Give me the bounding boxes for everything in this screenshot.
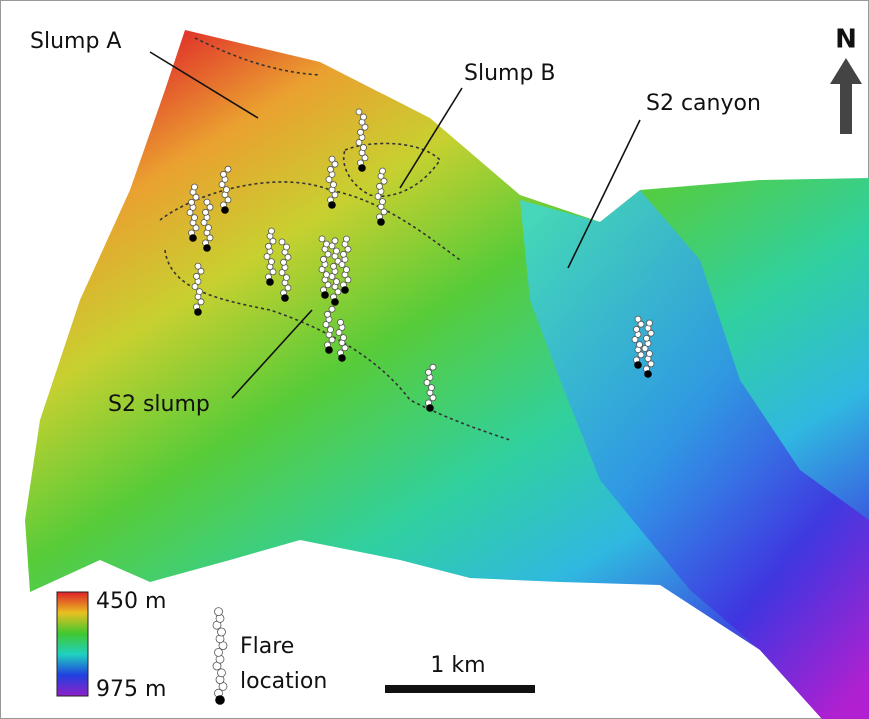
flare-bubble	[281, 259, 287, 265]
north-label: N	[835, 25, 857, 55]
label: S2 slump	[108, 392, 210, 417]
depth-label: 450 m	[96, 589, 166, 614]
flare-bubble	[329, 306, 335, 312]
flare-base	[338, 354, 346, 362]
flare-bubble	[644, 335, 650, 341]
flare-base	[215, 695, 225, 705]
flare-base	[644, 370, 652, 378]
flare-bubble	[195, 263, 201, 269]
label: Slump B	[464, 61, 556, 86]
flare-bubble	[361, 145, 367, 151]
flare-base	[634, 361, 642, 369]
flare-bubble	[203, 209, 209, 215]
flare-bubble	[328, 166, 334, 172]
flare-bubble	[204, 199, 210, 205]
flare-bubble	[192, 184, 198, 190]
flare-bubble	[647, 320, 653, 326]
depth-colorbar	[57, 592, 88, 696]
flare-bubble	[356, 109, 362, 115]
flare-bubble	[341, 335, 347, 341]
flare-bubble	[197, 289, 203, 295]
flare-bubble	[338, 319, 344, 325]
flare-bubble	[377, 183, 383, 189]
flare-bubble	[269, 228, 275, 234]
flare-bubble	[206, 225, 212, 231]
flare-base	[358, 164, 366, 172]
flare-bubble	[221, 171, 227, 177]
flare-bubble	[344, 236, 350, 242]
flare-base	[331, 298, 339, 306]
map: Slump A Slump B S2 canyon S2 slump N 450…	[0, 0, 869, 719]
flare-bubble	[341, 251, 347, 257]
flare-bubble	[266, 243, 272, 249]
flare-bubble	[331, 182, 337, 188]
flare-bubble	[192, 215, 198, 221]
label: Slump A	[30, 29, 121, 54]
flare-base	[221, 206, 229, 214]
flare-bubble	[380, 168, 386, 174]
flare-base	[328, 201, 336, 209]
flare-bubble	[332, 238, 338, 244]
flare-base	[377, 218, 385, 226]
legend-label: location	[240, 669, 327, 694]
flare-bubble	[637, 342, 643, 348]
flare-base	[194, 308, 202, 316]
flare-bubble	[426, 369, 432, 375]
flare-bubble	[224, 187, 230, 193]
flare-bubble	[430, 364, 436, 370]
flare-base	[203, 244, 211, 252]
scale-label: 1 km	[430, 653, 485, 678]
flare-bubble	[324, 241, 330, 247]
depth-label: 975 m	[96, 677, 166, 702]
flare-bubble	[269, 259, 275, 265]
flare-bubble	[429, 385, 435, 391]
flare-bubble	[215, 608, 223, 616]
flare-bubble	[325, 311, 331, 317]
flare-bubble	[319, 236, 325, 242]
flare-bubble	[329, 156, 335, 162]
flare-bubble	[361, 114, 367, 120]
flare-bubble	[647, 351, 653, 357]
flare-bubble	[358, 129, 364, 135]
flare-bubble	[634, 326, 640, 332]
legend-label: Flare	[240, 634, 294, 659]
flare-bubble	[334, 248, 340, 254]
flare-bubble	[225, 166, 231, 172]
flare-base	[325, 346, 333, 354]
flare-bubble	[189, 199, 195, 205]
flare-bubble	[284, 275, 290, 281]
flare-base	[281, 294, 289, 302]
flare-bubble	[635, 316, 641, 322]
flare-bubble	[380, 199, 386, 205]
flare-bubble	[321, 256, 327, 262]
flare-bubble	[331, 263, 337, 269]
flare-bubble	[344, 267, 350, 273]
flare-base	[341, 286, 349, 294]
flare-base	[426, 404, 434, 412]
flare-base	[266, 278, 274, 286]
flare-base	[321, 291, 329, 299]
flare-bubble	[328, 327, 334, 333]
flare-bubble	[284, 244, 290, 250]
flare-bubble	[324, 272, 330, 278]
flare-bubble	[334, 279, 340, 285]
flare-bubble	[194, 273, 200, 279]
label: S2 canyon	[646, 91, 761, 116]
flare-base	[189, 234, 197, 242]
scale-bar	[385, 685, 535, 693]
flare-bubble	[279, 239, 285, 245]
